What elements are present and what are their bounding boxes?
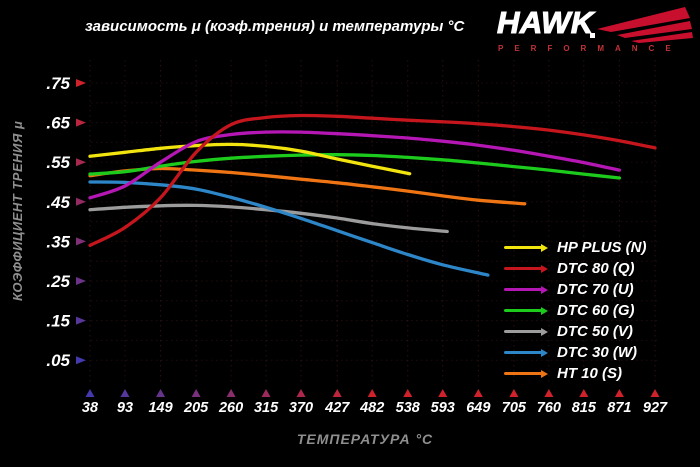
x-tick-label: 927 <box>643 400 668 416</box>
curve-dtc-80-q <box>88 113 657 248</box>
curve-dtc-30-w <box>88 180 490 277</box>
hawk-logo-dot <box>590 33 595 38</box>
y-tick-label: .45 <box>46 193 70 212</box>
y-tick-label: .35 <box>46 232 70 251</box>
x-tick-arrow-icon <box>332 389 342 397</box>
x-tick-label: 260 <box>218 400 243 416</box>
y-tick-label: .75 <box>46 74 70 93</box>
legend-label: DTC 80 (Q) <box>557 260 635 277</box>
legend-swatch-icon <box>504 348 548 357</box>
hawk-logo-subtitle: PERFORMANCE <box>498 44 682 53</box>
hawk-logo-text: HAWK <box>496 4 594 40</box>
y-tick-arrow-icon <box>76 197 86 206</box>
legend-swatch-icon <box>504 327 548 336</box>
x-tick-label: 38 <box>82 400 99 416</box>
legend-label: DTC 70 (U) <box>557 281 634 298</box>
x-tick-arrow-icon <box>120 389 130 397</box>
y-tick-arrow-icon <box>76 356 86 365</box>
curve-ht-10-s <box>88 166 527 206</box>
x-tick-label: 315 <box>254 400 279 416</box>
x-tick-label: 370 <box>289 400 313 416</box>
legend-label: HP PLUS (N) <box>557 239 647 256</box>
legend-swatch-icon <box>504 306 548 315</box>
x-tick-label: 149 <box>148 400 172 416</box>
x-tick-arrow-icon <box>509 389 519 397</box>
legend-swatch-icon <box>504 264 548 273</box>
y-tick-label: .55 <box>46 153 70 172</box>
x-tick-arrow-icon <box>403 389 413 397</box>
legend-item-dtc-60-g: DTC 60 (G) <box>504 300 646 321</box>
legend-label: HT 10 (S) <box>557 365 623 382</box>
legend-item-dtc-80-q: DTC 80 (Q) <box>504 258 646 279</box>
legend-label: DTC 50 (V) <box>557 323 633 340</box>
x-ticks: 38 93 149 205 260 315 370 427 482 538 593 649 705 760… <box>82 389 668 416</box>
y-tick-label: .25 <box>46 272 70 291</box>
x-tick-arrow-icon <box>579 389 589 397</box>
x-tick-arrow-icon <box>85 389 95 397</box>
curves <box>88 113 657 277</box>
curve-dtc-70-u <box>88 130 622 200</box>
x-tick-arrow-icon <box>544 389 554 397</box>
legend-label: DTC 60 (G) <box>557 302 635 319</box>
x-tick-label: 815 <box>572 400 597 416</box>
chart-title: зависимость μ (коэф.трения) и температур… <box>85 18 465 35</box>
legend-swatch-icon <box>504 369 548 378</box>
x-tick-label: 593 <box>431 400 455 416</box>
x-tick-arrow-icon <box>156 389 166 397</box>
legend-label: DTC 30 (W) <box>557 344 637 361</box>
y-tick-label: .15 <box>46 312 70 331</box>
legend-item-dtc-30-w: DTC 30 (W) <box>504 342 646 363</box>
x-tick-label: 871 <box>607 400 631 416</box>
legend-item-hp-plus-n: HP PLUS (N) <box>504 237 646 258</box>
x-tick-arrow-icon <box>261 389 271 397</box>
x-tick-label: 538 <box>396 400 421 416</box>
hawk-logo-row: HAWK <box>496 4 693 44</box>
y-tick-arrow-icon <box>76 118 86 127</box>
y-tick-label: .05 <box>46 351 70 370</box>
y-tick-arrow-icon <box>76 316 86 325</box>
hawk-logo: HAWK PERFORMANCE <box>496 4 693 54</box>
curve-dtc-60-g <box>88 153 622 180</box>
x-tick-arrow-icon <box>473 389 483 397</box>
y-tick-label: .65 <box>46 114 70 133</box>
x-tick-label: 649 <box>466 400 490 416</box>
x-tick-label: 93 <box>117 400 133 416</box>
legend-item-dtc-70-u: DTC 70 (U) <box>504 279 646 300</box>
x-tick-arrow-icon <box>226 389 236 397</box>
legend-item-dtc-50-v: DTC 50 (V) <box>504 321 646 342</box>
legend-item-ht-10-s: HT 10 (S) <box>504 363 646 384</box>
y-tick-arrow-icon <box>76 158 86 167</box>
legend-swatch-icon <box>504 285 548 294</box>
y-tick-arrow-icon <box>76 277 86 285</box>
legend: HP PLUS (N) DTC 80 (Q) DTC 70 (U) DTC 60 (G… <box>504 237 646 384</box>
legend-swatch-icon <box>504 243 548 252</box>
y-tick-arrow-icon <box>76 79 86 87</box>
x-tick-arrow-icon <box>650 389 660 397</box>
x-tick-arrow-icon <box>367 389 377 397</box>
x-axis-label: ТЕМПЕРАТУРА °C <box>296 431 434 447</box>
hawk-wing-icon <box>597 7 693 43</box>
x-tick-label: 427 <box>324 400 350 416</box>
y-tick-arrow-icon <box>76 237 86 246</box>
x-tick-label: 760 <box>537 400 561 416</box>
x-tick-label: 482 <box>359 400 384 416</box>
x-tick-arrow-icon <box>191 389 201 397</box>
x-tick-arrow-icon <box>438 389 448 397</box>
x-tick-arrow-icon <box>614 389 624 397</box>
x-tick-label: 705 <box>502 400 527 416</box>
y-ticks: .75 .65 .55 .45 .35 .25 .15 .05 <box>46 74 86 370</box>
x-tick-label: 205 <box>183 400 209 416</box>
curve-hp-plus-n <box>88 142 412 176</box>
x-tick-arrow-icon <box>296 389 306 397</box>
